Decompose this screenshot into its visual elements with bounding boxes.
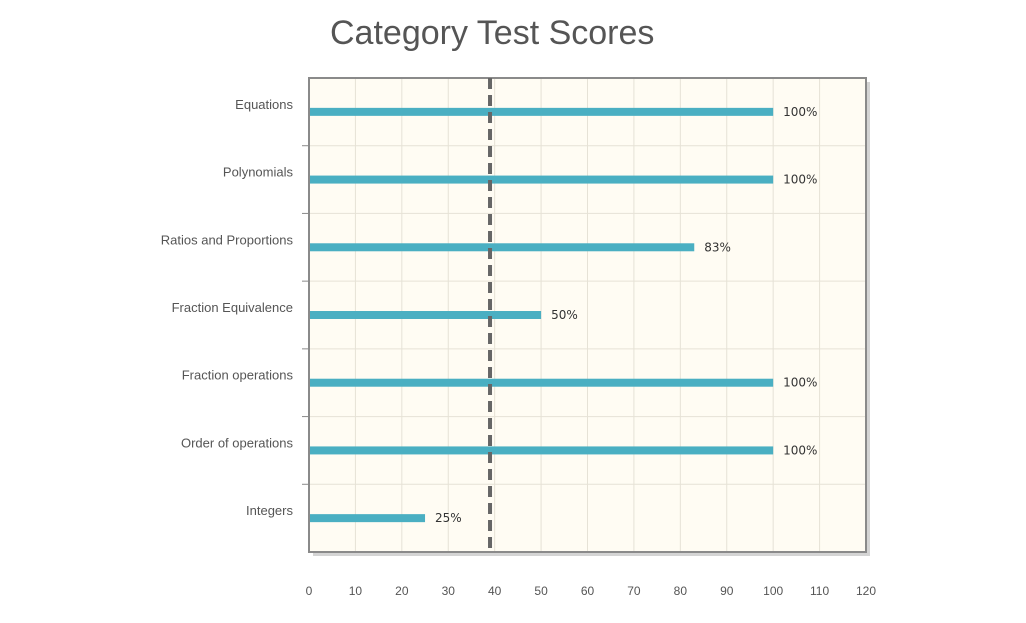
data-label: 25% <box>435 511 462 525</box>
category-label: Order of operations <box>181 435 294 450</box>
x-tick-label: 10 <box>349 584 363 598</box>
category-label: Integers <box>246 503 293 518</box>
bar <box>310 514 426 523</box>
bar <box>310 107 774 116</box>
data-label: 83% <box>704 240 731 254</box>
category-label: Equations <box>235 97 293 112</box>
data-label: 100% <box>783 173 817 187</box>
bar <box>310 446 774 455</box>
bar <box>310 243 695 252</box>
x-tick-label: 90 <box>720 584 734 598</box>
data-label: 100% <box>783 376 817 390</box>
category-label: Fraction Equivalence <box>172 300 293 315</box>
x-tick-label: 110 <box>810 584 829 598</box>
bar <box>310 378 774 387</box>
bar <box>310 175 774 184</box>
bars <box>310 78 774 552</box>
data-label: 100% <box>783 443 817 457</box>
plot-frame <box>308 77 867 553</box>
labels: 0 10 20 30 40 50 60 70 80 90 100 110 120 Equations 100… <box>161 97 877 598</box>
x-tick-label: 60 <box>581 584 595 598</box>
plot-area <box>302 77 870 556</box>
x-tick-label: 70 <box>627 584 641 598</box>
chart-title: Category Test Scores <box>330 14 655 52</box>
category-label: Ratios and Proportions <box>161 232 294 247</box>
bar <box>310 311 542 319</box>
data-label: 50% <box>551 308 578 322</box>
x-tick-label: 20 <box>395 584 409 598</box>
data-label: 100% <box>783 105 817 119</box>
x-tick-label: 30 <box>442 584 456 598</box>
x-tick-label: 40 <box>488 584 502 598</box>
category-label: Fraction operations <box>182 368 294 383</box>
category-label: Polynomials <box>223 165 294 180</box>
x-tick-label: 120 <box>856 584 876 598</box>
x-tick-label: 50 <box>534 584 548 598</box>
x-tick-label: 0 <box>306 584 313 598</box>
x-tick-label: 100 <box>763 584 783 598</box>
x-tick-label: 80 <box>674 584 688 598</box>
